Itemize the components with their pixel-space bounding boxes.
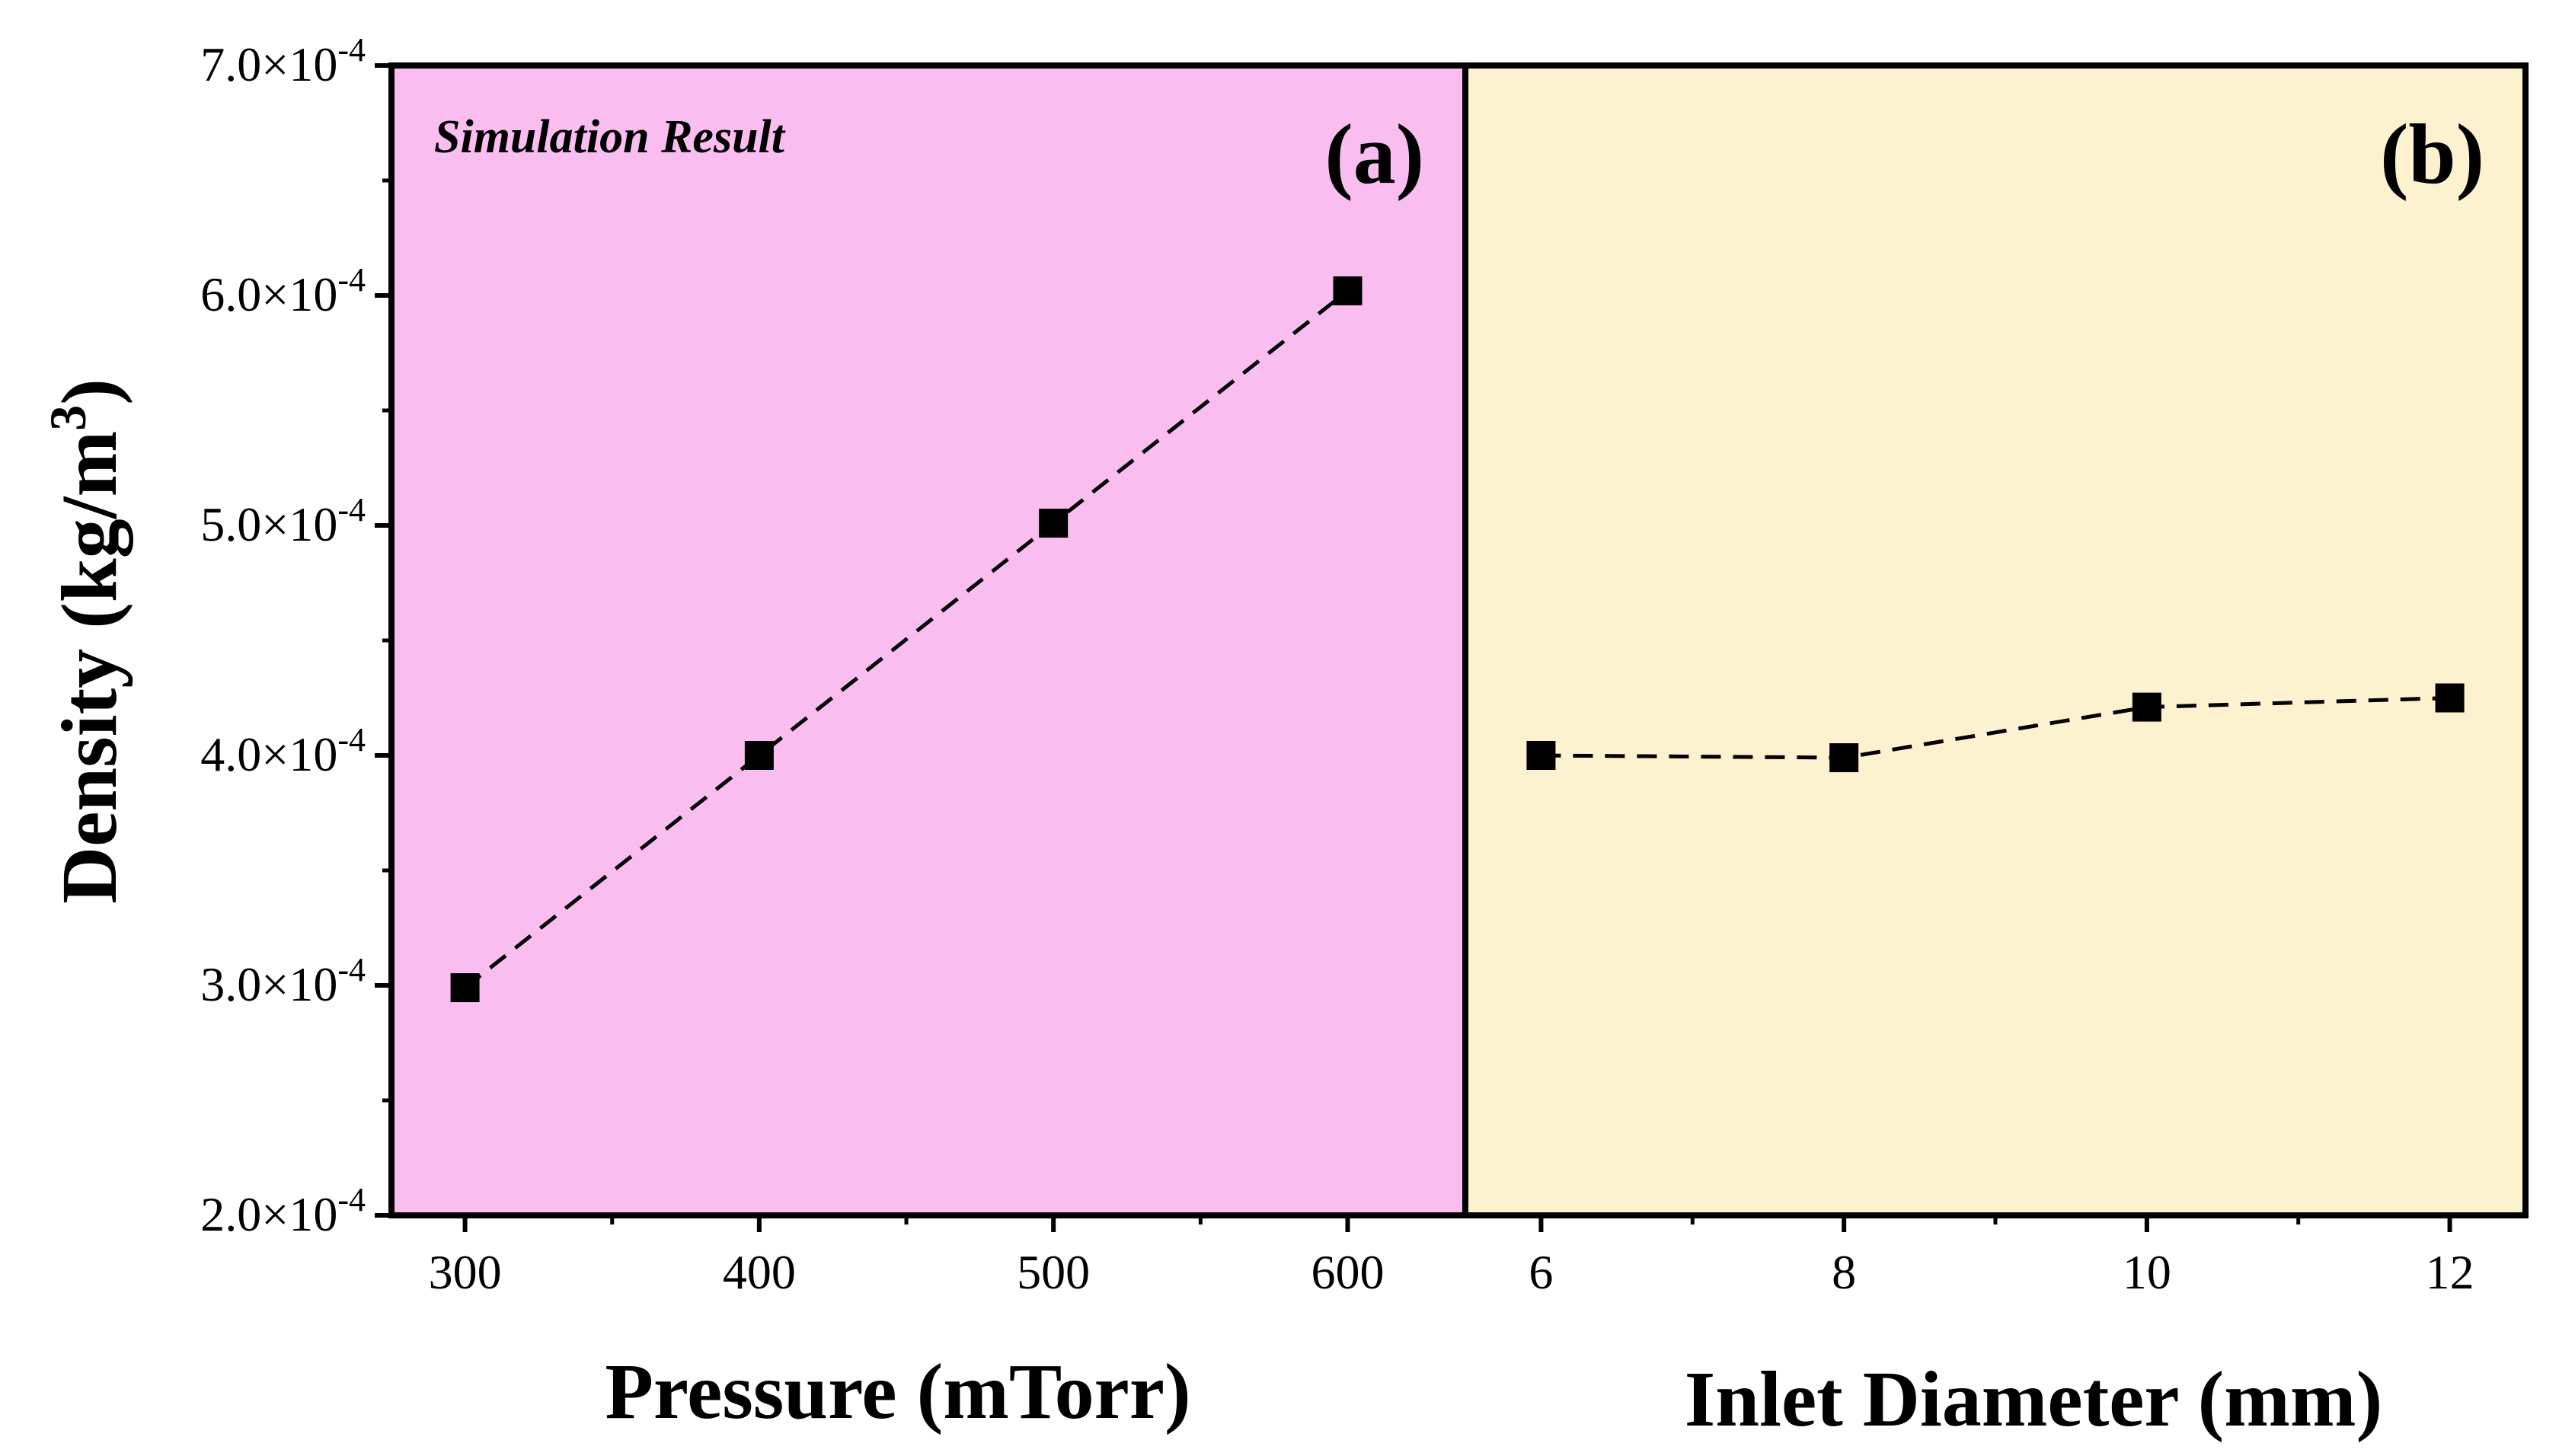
panel-a-data-point <box>450 973 480 1003</box>
y-tick-label: 7.0×10-4 <box>200 31 366 91</box>
panel-b-data-point <box>1526 741 1556 770</box>
y-tick-exponent: -4 <box>337 1181 366 1218</box>
x-a-tick-label: 500 <box>1017 1245 1090 1299</box>
y-tick-mantissa: 4.0×10 <box>200 727 337 781</box>
y-tick-label: 2.0×10-4 <box>200 1181 366 1241</box>
y-tick-mantissa: 2.0×10 <box>200 1187 337 1241</box>
x-axis-title-pressure: Pressure (mTorr) <box>605 1348 1190 1435</box>
y-tick-exponent: -4 <box>337 261 366 299</box>
panel-b-series-line <box>1541 696 2450 760</box>
y-axis-title-main: Density (kg/m <box>46 431 133 904</box>
y-axis-title-close: ) <box>46 378 133 405</box>
simulation-result-annotation: Simulation Result <box>434 111 786 163</box>
y-tick-label: 5.0×10-4 <box>200 491 366 551</box>
panel-a-background <box>391 65 1465 1215</box>
panel-a-data-point <box>1039 508 1069 538</box>
panel-a-label: (a) <box>1324 107 1424 202</box>
x-b-tick-label: 8 <box>1832 1245 1856 1299</box>
y-tick-label: 3.0×10-4 <box>200 951 366 1011</box>
panel-b-background <box>1465 65 2525 1215</box>
panel-a-data-point <box>1333 276 1363 305</box>
x-axis-title-inlet-diameter: Inlet Diameter (mm) <box>1685 1355 2382 1443</box>
x-a-tick-label: 400 <box>723 1245 796 1299</box>
panel-b-data-point <box>2435 683 2465 713</box>
panel-a-series-line <box>464 289 1350 989</box>
y-tick-exponent: -4 <box>337 31 366 69</box>
x-a-tick-label: 600 <box>1311 1245 1384 1299</box>
x-b-tick-label: 10 <box>2123 1245 2171 1299</box>
y-tick-mantissa: 7.0×10 <box>200 37 337 91</box>
panel-a-data-point <box>744 741 774 770</box>
y-axis-title-superscript: 3 <box>39 405 97 431</box>
panel-b-data-point <box>1829 743 1859 773</box>
y-tick-mantissa: 6.0×10 <box>200 267 337 321</box>
x-a-tick-label: 300 <box>429 1245 502 1299</box>
y-tick-mantissa: 5.0×10 <box>200 497 337 551</box>
y-axis-title: Density (kg/m3) <box>39 378 133 904</box>
y-tick-exponent: -4 <box>337 491 366 528</box>
y-tick-mantissa: 3.0×10 <box>200 957 337 1011</box>
x-b-tick-label: 6 <box>1529 1245 1553 1299</box>
y-tick-label: 4.0×10-4 <box>200 721 366 781</box>
panel-b-data-point <box>2132 692 2161 722</box>
x-b-tick-label: 12 <box>2426 1245 2474 1299</box>
panel-b-label: (b) <box>2380 107 2484 202</box>
y-tick-label: 6.0×10-4 <box>200 261 366 321</box>
y-tick-exponent: -4 <box>337 721 366 758</box>
y-tick-exponent: -4 <box>337 951 366 988</box>
